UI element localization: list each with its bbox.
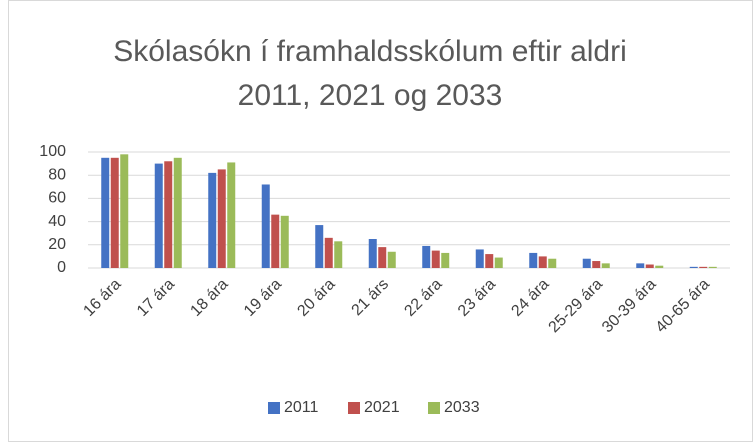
bar: [120, 154, 129, 268]
legend-label: 2033: [444, 399, 480, 416]
bar: [636, 263, 645, 268]
chart-border: [8, 0, 753, 442]
bar: [431, 250, 440, 268]
bar: [441, 252, 450, 268]
bar: [582, 258, 591, 268]
bar: [485, 254, 494, 268]
bar: [378, 247, 387, 268]
bar: [208, 172, 217, 268]
bar: [154, 163, 163, 268]
bar: [645, 264, 654, 268]
bar: [494, 257, 503, 268]
bar: [699, 266, 708, 268]
bar: [173, 157, 182, 268]
legend-label: 2021: [364, 399, 400, 416]
bar: [368, 239, 377, 268]
chart-title: Skólasókn í framhaldsskólum eftir aldri …: [113, 35, 627, 112]
bar: [475, 249, 484, 268]
bar: [280, 215, 289, 268]
bar: [529, 252, 538, 268]
bar: [110, 157, 119, 268]
bar: [538, 256, 547, 268]
y-tick-label: 60: [48, 190, 66, 207]
y-tick-label: 100: [39, 143, 66, 160]
bar: [422, 245, 431, 268]
bar: [271, 214, 280, 268]
legend-swatch: [428, 402, 440, 414]
legend-swatch: [268, 402, 280, 414]
bar: [334, 241, 343, 268]
y-tick-label: 80: [48, 166, 66, 183]
bar: [324, 237, 333, 268]
bar: [655, 265, 664, 268]
y-tick-label: 0: [57, 259, 66, 276]
legend-swatch: [348, 402, 360, 414]
bar: [548, 258, 557, 268]
bar: [708, 266, 717, 268]
bar: [592, 261, 601, 268]
bar: [601, 263, 610, 268]
bar: [227, 162, 236, 268]
y-tick-label: 40: [48, 213, 66, 230]
bar: [217, 169, 226, 268]
bar: [689, 266, 698, 268]
bar: [387, 251, 396, 268]
bar: [261, 184, 270, 268]
bar: [164, 161, 173, 268]
bar: [101, 157, 110, 268]
legend-label: 2011: [284, 399, 319, 416]
bar: [315, 225, 324, 268]
y-tick-label: 20: [48, 236, 66, 253]
